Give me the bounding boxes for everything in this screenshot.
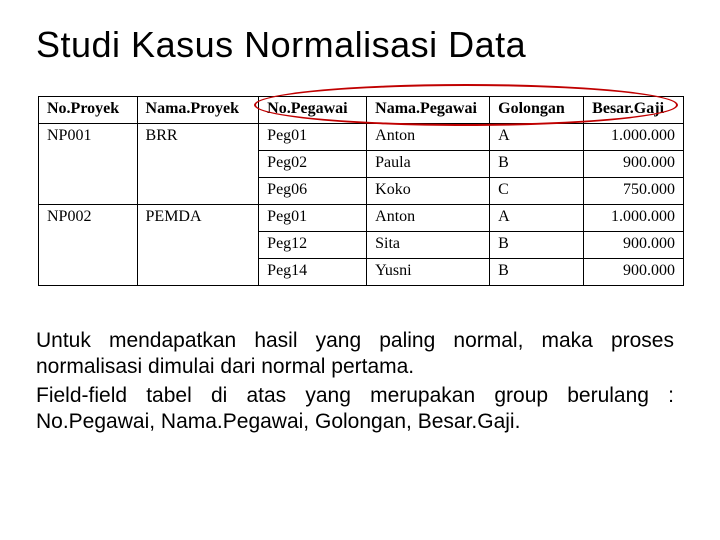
cell-golongan: A — [490, 205, 584, 232]
cell-nama-pegawai: Koko — [367, 178, 490, 205]
col-header: No.Proyek — [39, 97, 138, 124]
cell-golongan: B — [490, 259, 584, 286]
cell-no-proyek: NP002 — [39, 205, 138, 286]
cell-no-pegawai: Peg12 — [259, 232, 367, 259]
table-row: NP002 PEMDA Peg01 Anton A 1.000.000 — [39, 205, 684, 232]
paragraph: Untuk mendapatkan hasil yang paling norm… — [36, 328, 674, 381]
col-header: Besar.Gaji — [584, 97, 684, 124]
cell-golongan: A — [490, 124, 584, 151]
col-header: No.Pegawai — [259, 97, 367, 124]
cell-no-pegawai: Peg01 — [259, 205, 367, 232]
cell-besar-gaji: 1.000.000 — [584, 124, 684, 151]
cell-nama-pegawai: Yusni — [367, 259, 490, 286]
cell-golongan: B — [490, 151, 584, 178]
col-header: Nama.Pegawai — [367, 97, 490, 124]
cell-no-proyek: NP001 — [39, 124, 138, 205]
cell-no-pegawai: Peg02 — [259, 151, 367, 178]
table-header-row: No.Proyek Nama.Proyek No.Pegawai Nama.Pe… — [39, 97, 684, 124]
cell-no-pegawai: Peg06 — [259, 178, 367, 205]
cell-nama-pegawai: Sita — [367, 232, 490, 259]
cell-nama-pegawai: Paula — [367, 151, 490, 178]
cell-golongan: B — [490, 232, 584, 259]
page-title: Studi Kasus Normalisasi Data — [36, 24, 684, 66]
data-table: No.Proyek Nama.Proyek No.Pegawai Nama.Pe… — [38, 96, 684, 286]
cell-nama-proyek: PEMDA — [137, 205, 259, 286]
cell-besar-gaji: 900.000 — [584, 259, 684, 286]
cell-golongan: C — [490, 178, 584, 205]
cell-besar-gaji: 1.000.000 — [584, 205, 684, 232]
cell-no-pegawai: Peg01 — [259, 124, 367, 151]
cell-besar-gaji: 900.000 — [584, 232, 684, 259]
cell-nama-proyek: BRR — [137, 124, 259, 205]
table-body: NP001 BRR Peg01 Anton A 1.000.000 Peg02 … — [39, 124, 684, 286]
paragraph: Field-field tabel di atas yang merupakan… — [36, 383, 674, 436]
slide: Studi Kasus Normalisasi Data No.Proyek N… — [0, 0, 720, 540]
cell-nama-pegawai: Anton — [367, 124, 490, 151]
cell-no-pegawai: Peg14 — [259, 259, 367, 286]
cell-besar-gaji: 750.000 — [584, 178, 684, 205]
col-header: Golongan — [490, 97, 584, 124]
body-text: Untuk mendapatkan hasil yang paling norm… — [36, 328, 684, 435]
cell-besar-gaji: 900.000 — [584, 151, 684, 178]
cell-nama-pegawai: Anton — [367, 205, 490, 232]
table-row: NP001 BRR Peg01 Anton A 1.000.000 — [39, 124, 684, 151]
col-header: Nama.Proyek — [137, 97, 259, 124]
table-container: No.Proyek Nama.Proyek No.Pegawai Nama.Pe… — [38, 96, 684, 286]
